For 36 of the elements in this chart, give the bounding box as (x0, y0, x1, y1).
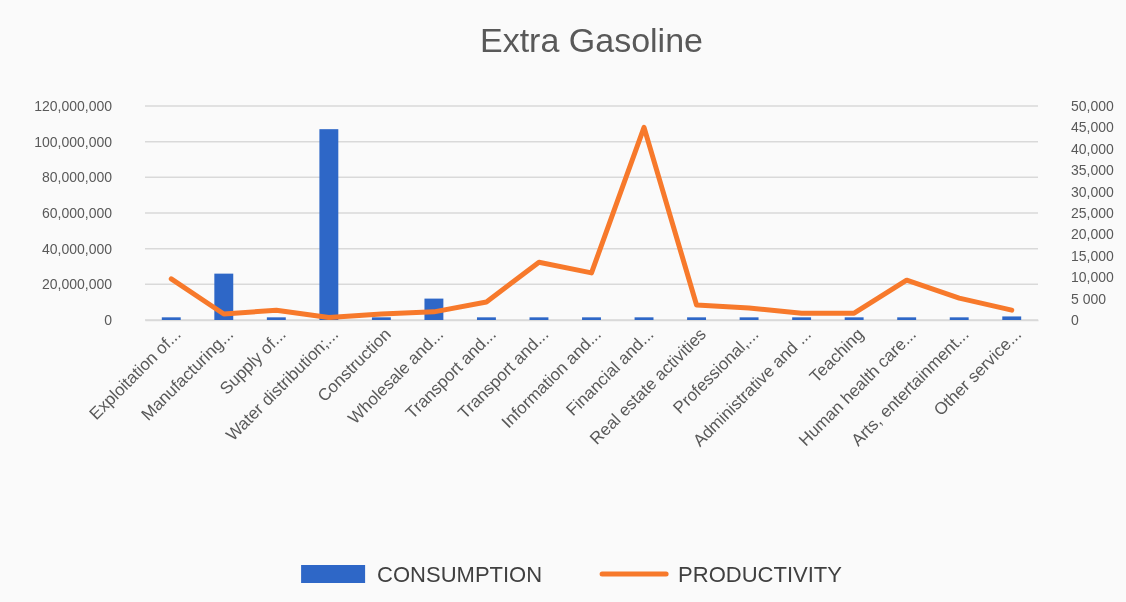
y2-tick-label: 10,000 (1071, 269, 1115, 286)
y-tick-label: 80,000,000 (41, 169, 113, 186)
y-tick-label: 100,000,000 (34, 133, 113, 150)
y2-tick-label: 45,000 (1071, 119, 1115, 136)
legend-label: PRODUCTIVITY (678, 562, 843, 587)
y2-tick-label: 15,000 (1071, 247, 1115, 264)
bar (739, 317, 759, 320)
bar (582, 317, 601, 320)
y-tick-label: 0 (104, 311, 113, 328)
y-tick-label: 60,000,000 (41, 204, 113, 221)
y-tick-label: 40,000,000 (41, 240, 113, 257)
y2-tick-label: 25,000 (1071, 204, 1115, 221)
bar (371, 317, 391, 320)
bar (476, 317, 496, 320)
y2-tick-label: 0 (1071, 311, 1079, 328)
bar (897, 317, 917, 320)
y2-tick-label: 5 000 (1071, 290, 1107, 307)
y2-tick-label: 35,000 (1071, 162, 1115, 179)
y2-tick-label: 30,000 (1071, 183, 1115, 200)
legend-label: CONSUMPTION (377, 562, 543, 587)
bar (1002, 316, 1022, 320)
bar (949, 317, 969, 320)
bar (319, 129, 339, 320)
y2-tick-label: 20,000 (1071, 226, 1115, 243)
y2-tick-label: 50,000 (1071, 97, 1115, 114)
bar (844, 317, 864, 320)
bar (687, 317, 707, 320)
y2-tick-label: 40,000 (1071, 140, 1115, 157)
y-tick-label: 120,000,000 (34, 97, 113, 114)
bar (161, 317, 181, 320)
bar (529, 317, 549, 320)
bar (634, 317, 654, 320)
chart-title: Extra Gasoline (480, 21, 703, 59)
y-tick-label: 20,000,000 (41, 276, 113, 293)
bar (792, 317, 812, 320)
bar (266, 317, 286, 320)
